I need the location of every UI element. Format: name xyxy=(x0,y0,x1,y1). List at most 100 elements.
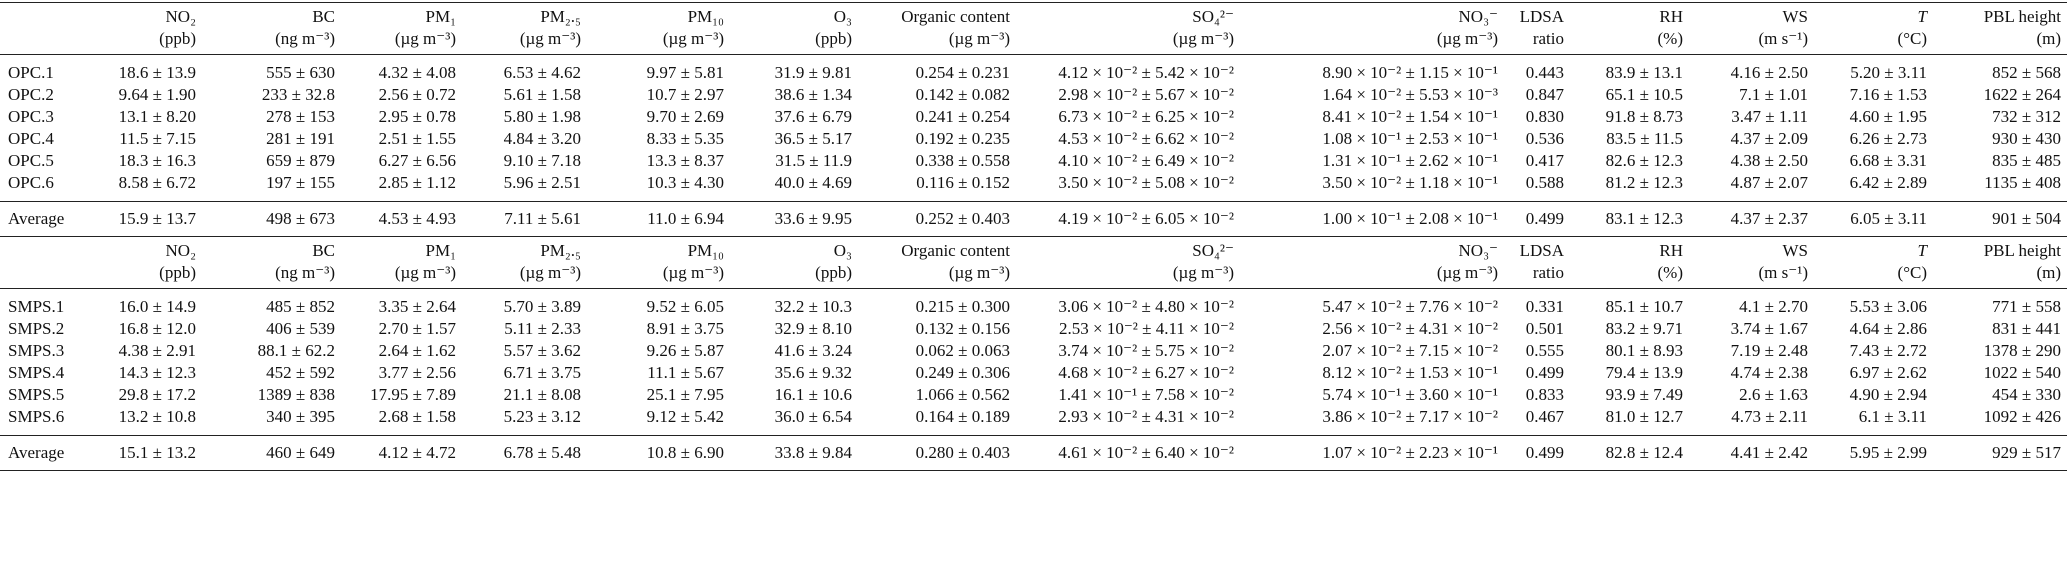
cell: 233 ± 32.8 xyxy=(261,85,335,104)
column-name: LDSA xyxy=(1519,241,1564,260)
column-name: NO₃⁻ xyxy=(1458,241,1498,260)
cell: 13.2 ± 10.8 xyxy=(118,407,196,426)
cell: 2.85 ± 1.12 xyxy=(378,173,456,192)
column-unit: (ppb) xyxy=(815,263,852,282)
data-row: OPC.3 13.1 ± 8.20 278 ± 153 2.95 ± 0.78 5.80… xyxy=(0,106,2067,128)
cell: 0.280 ± 0.403 xyxy=(858,435,1016,471)
cell: 8.58 ± 6.72 xyxy=(118,173,196,192)
cell: 0.833 xyxy=(1525,385,1564,404)
column-unit: (°C) xyxy=(1897,263,1927,282)
cell: 4.38 ± 2.91 xyxy=(118,341,196,360)
header-row: NO₂ (ppb) BC (ng m⁻³) PM₁ (µg m⁻³) PM₂.₅ (µg m⁻… xyxy=(0,237,2067,289)
cell: 2.98 × 10⁻² ± 5.67 × 10⁻² xyxy=(1058,85,1234,104)
column-unit: (µg m⁻³) xyxy=(948,29,1010,48)
cell: 6.05 ± 3.11 xyxy=(1814,201,1933,237)
cell: 2.70 ± 1.57 xyxy=(378,319,456,338)
data-row: SMPS.3 4.38 ± 2.91 88.1 ± 62.2 2.64 ± 1.62 5… xyxy=(0,340,2067,362)
cell: 31.5 ± 11.9 xyxy=(775,151,852,170)
column-unit: (%) xyxy=(1657,263,1683,282)
cell: 5.96 ± 2.51 xyxy=(503,173,581,192)
cell: 4.73 ± 2.11 xyxy=(1731,407,1808,426)
cell: 85.1 ± 10.7 xyxy=(1570,288,1689,318)
cell: 2.64 ± 1.62 xyxy=(378,341,456,360)
cell: 4.84 ± 3.20 xyxy=(503,129,581,148)
cell: 4.41 ± 2.42 xyxy=(1689,435,1814,471)
cell: 0.249 ± 0.306 xyxy=(915,363,1010,382)
cell: 5.23 ± 3.12 xyxy=(503,407,581,426)
cell: 4.37 ± 2.37 xyxy=(1689,201,1814,237)
cell: 0.132 ± 0.156 xyxy=(915,319,1010,338)
cell: 40.0 ± 4.69 xyxy=(774,173,852,192)
cell: 32.2 ± 10.3 xyxy=(730,288,858,318)
cell: 0.338 ± 0.558 xyxy=(915,151,1010,170)
column-unit: (m) xyxy=(2036,29,2061,48)
cell: 831 ± 441 xyxy=(1992,319,2061,338)
cell: 1.64 × 10⁻² ± 5.53 × 10⁻³ xyxy=(1322,85,1498,104)
row-label: OPC.4 xyxy=(8,129,54,148)
cell: 16.8 ± 12.0 xyxy=(118,319,196,338)
cell: 5.95 ± 2.99 xyxy=(1814,435,1933,471)
cell: 929 ± 517 xyxy=(1933,435,2067,471)
row-label: SMPS.1 xyxy=(0,288,99,318)
cell: 4.12 × 10⁻² ± 5.42 × 10⁻² xyxy=(1016,54,1240,84)
cell: 197 ± 155 xyxy=(266,173,335,192)
cell: 8.12 × 10⁻² ± 1.53 × 10⁻¹ xyxy=(1322,363,1498,382)
cell: 0.254 ± 0.231 xyxy=(858,54,1016,84)
cell: 1022 ± 540 xyxy=(1983,363,2061,382)
cell: 3.77 ± 2.56 xyxy=(378,363,456,382)
cell: 2.56 × 10⁻² ± 4.31 × 10⁻² xyxy=(1322,319,1498,338)
cell: 41.6 ± 3.24 xyxy=(774,341,852,360)
cell: 0.555 xyxy=(1525,341,1564,360)
cell: 3.74 ± 1.67 xyxy=(1730,319,1808,338)
cell: 25.1 ± 7.95 xyxy=(646,385,724,404)
cell: 3.86 × 10⁻² ± 7.17 × 10⁻² xyxy=(1322,407,1498,426)
cell: 278 ± 153 xyxy=(266,107,335,126)
data-row: SMPS.1 16.0 ± 14.9 485 ± 852 3.35 ± 2.64 5.7… xyxy=(0,288,2067,318)
column-name: SO₄²⁻ xyxy=(1192,241,1234,260)
column-unit: (µg m⁻³) xyxy=(1436,263,1498,282)
column-unit: (m) xyxy=(2036,263,2061,282)
cell: 5.57 ± 3.62 xyxy=(503,341,581,360)
header-cell: PM₁₀ (µg m⁻³) xyxy=(587,2,730,55)
cell: 9.70 ± 2.69 xyxy=(646,107,724,126)
cell: 7.11 ± 5.61 xyxy=(462,201,587,237)
row-label: SMPS.3 xyxy=(8,341,65,360)
cell: 13.1 ± 8.20 xyxy=(118,107,196,126)
data-row: SMPS.5 29.8 ± 17.2 1389 ± 838 17.95 ± 7.89 2… xyxy=(0,384,2067,406)
cell: 4.1 ± 2.70 xyxy=(1689,288,1814,318)
cell: 82.6 ± 12.3 xyxy=(1605,151,1683,170)
column-name: O₃ xyxy=(833,7,852,26)
column-name: PM₁ xyxy=(425,241,457,260)
cell: 5.53 ± 3.06 xyxy=(1814,288,1933,318)
cell: 6.78 ± 5.48 xyxy=(462,435,587,471)
cell: 6.1 ± 3.11 xyxy=(1858,407,1927,426)
cell: 8.41 × 10⁻² ± 1.54 × 10⁻¹ xyxy=(1322,107,1498,126)
cell: 0.215 ± 0.300 xyxy=(858,288,1016,318)
data-row: SMPS.6 13.2 ± 10.8 340 ± 395 2.68 ± 1.58 5.2… xyxy=(0,406,2067,436)
column-name: BC xyxy=(312,7,335,26)
header-cell: SO₄²⁻ (µg m⁻³) xyxy=(1016,237,1240,289)
cell: 452 ± 592 xyxy=(266,363,335,382)
cell: 4.12 ± 4.72 xyxy=(341,435,462,471)
cell: 498 ± 673 xyxy=(202,201,341,237)
data-row: SMPS.2 16.8 ± 12.0 406 ± 539 2.70 ± 1.57 5.1… xyxy=(0,318,2067,340)
cell: 0.536 xyxy=(1525,129,1564,148)
cell: 732 ± 312 xyxy=(1992,107,2061,126)
cell: 1378 ± 290 xyxy=(1983,341,2061,360)
cell: 35.6 ± 9.32 xyxy=(774,363,852,382)
row-label: OPC.5 xyxy=(8,151,54,170)
cell: 1135 ± 408 xyxy=(1984,173,2061,192)
column-name: PM₁ xyxy=(425,7,457,26)
cell: 0.467 xyxy=(1525,407,1564,426)
cell: 0.443 xyxy=(1504,54,1570,84)
cell: 0.499 xyxy=(1525,363,1564,382)
cell: 6.42 ± 2.89 xyxy=(1849,173,1927,192)
cell: 37.6 ± 6.79 xyxy=(774,107,852,126)
cell: 4.19 × 10⁻² ± 6.05 × 10⁻² xyxy=(1016,201,1240,237)
cell: 32.9 ± 8.10 xyxy=(774,319,852,338)
header-cell: Organic content (µg m⁻³) xyxy=(858,2,1016,55)
cell: 83.5 ± 11.5 xyxy=(1606,129,1683,148)
cell: 0.417 xyxy=(1525,151,1564,170)
column-unit: (µg m⁻³) xyxy=(1172,29,1234,48)
